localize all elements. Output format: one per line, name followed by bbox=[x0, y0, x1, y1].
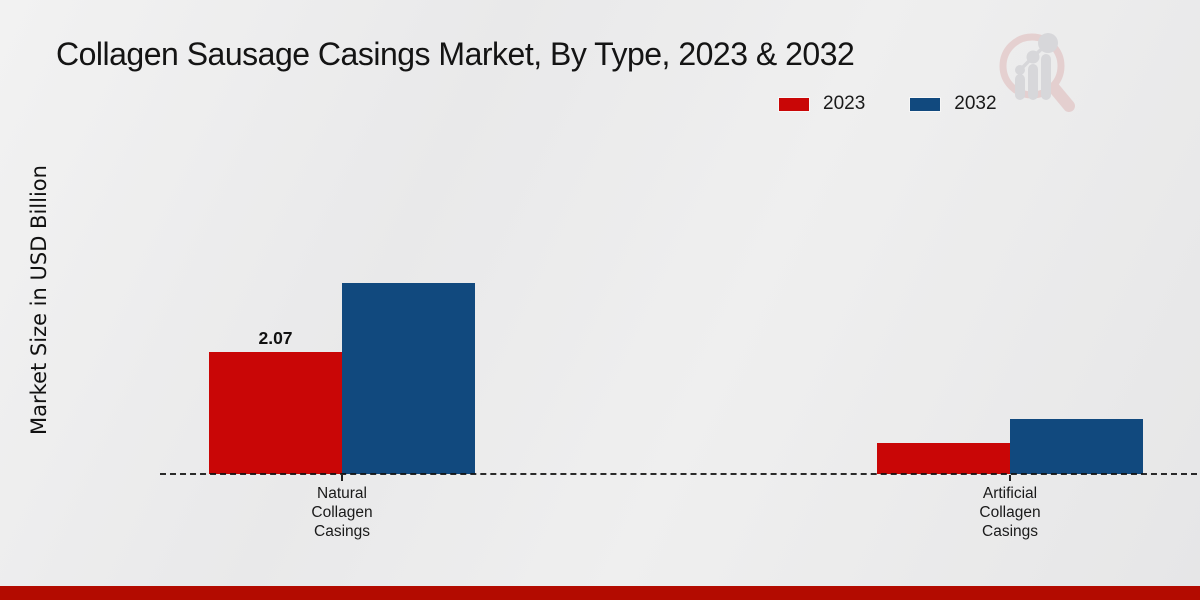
bar-2023-artificial-collagen-casings bbox=[877, 443, 1010, 474]
x-axis-tick-natural-collagen-casings bbox=[341, 475, 343, 481]
legend-swatch-2023-icon bbox=[778, 96, 810, 112]
x-axis-baseline bbox=[160, 473, 1197, 475]
legend-label-2032: 2032 bbox=[954, 93, 997, 114]
bar-2032-artificial-collagen-casings bbox=[1010, 419, 1143, 474]
bottom-accent-band bbox=[0, 586, 1200, 600]
legend-item-2023: 2023 bbox=[778, 93, 865, 115]
category-label-artificial-collagen-casings: Artificial Collagen Casings bbox=[979, 485, 1041, 540]
category-label-natural-collagen-casings: Natural Collagen Casings bbox=[311, 485, 373, 540]
legend-item-2032: 2032 bbox=[909, 93, 997, 115]
chart-title: Collagen Sausage Casings Market, By Type… bbox=[56, 36, 855, 72]
market-research-future-logo-icon bbox=[999, 33, 1075, 112]
legend-swatch-2032-icon bbox=[909, 96, 942, 112]
bar-2023-natural-collagen-casings bbox=[209, 352, 342, 474]
x-axis-tick-artificial-collagen-casings bbox=[1009, 475, 1011, 481]
chart-legend: 2023 2032 bbox=[778, 93, 997, 115]
bar-2032-natural-collagen-casings bbox=[342, 283, 475, 474]
legend-label-2023: 2023 bbox=[823, 93, 866, 114]
value-label-2023-natural-collagen-casings: 2.07 bbox=[258, 328, 293, 348]
